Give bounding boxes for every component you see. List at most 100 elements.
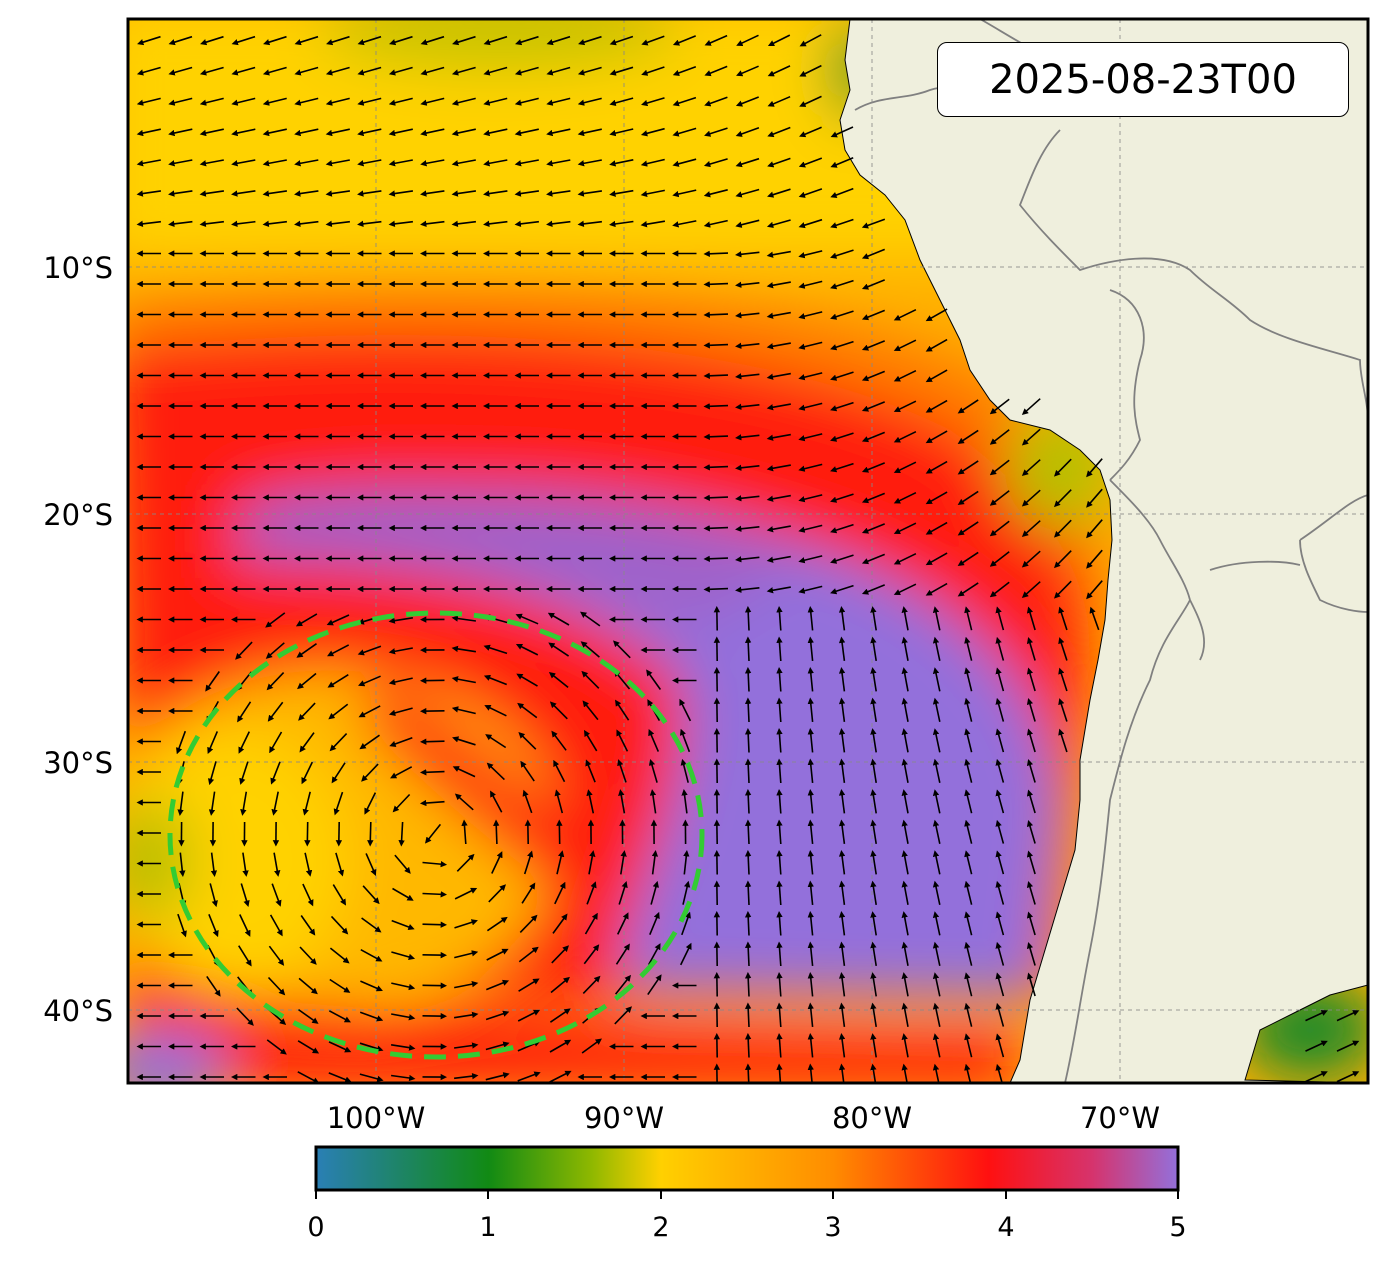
direction-arrow bbox=[294, 220, 319, 228]
direction-arrow bbox=[807, 1033, 814, 1058]
direction-arrow bbox=[239, 914, 251, 937]
direction-arrow bbox=[995, 606, 1005, 631]
direction-arrow bbox=[995, 880, 1005, 905]
direction-arrow bbox=[1086, 458, 1103, 478]
direction-arrow bbox=[483, 220, 508, 228]
direction-arrow bbox=[357, 645, 382, 656]
direction-arrow bbox=[231, 35, 256, 46]
direction-arrow bbox=[613, 640, 631, 659]
direction-arrow bbox=[766, 342, 791, 350]
direction-arrow bbox=[957, 399, 979, 414]
direction-arrow bbox=[893, 583, 917, 596]
direction-arrow bbox=[452, 766, 476, 778]
direction-arrow bbox=[199, 97, 224, 106]
direction-arrow bbox=[328, 1041, 352, 1053]
direction-arrow bbox=[420, 97, 445, 106]
direction-arrow bbox=[520, 760, 535, 782]
direction-arrow bbox=[932, 728, 941, 753]
direction-arrow bbox=[389, 35, 413, 46]
direction-arrow bbox=[1026, 667, 1036, 692]
direction-arrow bbox=[136, 66, 161, 76]
direction-arrow bbox=[735, 464, 760, 471]
direction-arrow bbox=[358, 705, 381, 718]
direction-arrow bbox=[168, 220, 193, 228]
direction-arrow bbox=[357, 97, 382, 106]
direction-arrow bbox=[807, 880, 814, 905]
direction-arrow bbox=[776, 849, 783, 875]
direction-arrow bbox=[388, 617, 414, 624]
direction-arrow bbox=[422, 891, 448, 898]
direction-arrow bbox=[325, 220, 350, 228]
direction-arrow bbox=[776, 666, 783, 692]
direction-arrow bbox=[735, 251, 760, 258]
direction-arrow bbox=[964, 911, 973, 936]
direction-arrow bbox=[1026, 637, 1036, 661]
direction-arrow bbox=[514, 220, 539, 228]
direction-arrow bbox=[964, 606, 973, 631]
direction-arrow bbox=[703, 189, 728, 198]
direction-arrow bbox=[1054, 458, 1072, 477]
direction-arrow bbox=[798, 188, 823, 198]
direction-arrow bbox=[1026, 972, 1036, 997]
direction-arrow bbox=[357, 66, 382, 76]
direction-arrow bbox=[614, 1006, 632, 1025]
direction-arrow bbox=[641, 35, 665, 46]
direction-arrow bbox=[735, 96, 759, 107]
direction-arrow bbox=[483, 644, 508, 655]
direction-arrow bbox=[932, 636, 941, 661]
direction-arrow bbox=[957, 460, 979, 475]
direction-arrow bbox=[932, 819, 941, 844]
direction-arrow bbox=[766, 250, 791, 258]
direction-arrow bbox=[893, 369, 917, 382]
direction-arrow bbox=[614, 974, 632, 995]
direction-arrow bbox=[703, 250, 729, 257]
direction-arrow bbox=[168, 97, 193, 106]
direction-arrow bbox=[517, 1071, 541, 1082]
direction-arrow bbox=[137, 35, 161, 46]
direction-arrow bbox=[554, 881, 566, 905]
direction-arrow bbox=[491, 851, 503, 874]
direction-arrow bbox=[1086, 488, 1103, 508]
direction-arrow bbox=[964, 636, 973, 661]
direction-arrow bbox=[766, 494, 791, 502]
direction-arrow bbox=[577, 220, 602, 228]
timestamp-label: 2025-08-23T00 bbox=[937, 42, 1349, 117]
direction-arrow bbox=[679, 728, 691, 753]
direction-arrow bbox=[798, 250, 823, 259]
direction-arrow bbox=[391, 1013, 416, 1021]
direction-arrow bbox=[735, 219, 760, 228]
direction-arrow bbox=[798, 433, 823, 442]
direction-arrow bbox=[798, 280, 823, 289]
direction-arrow bbox=[957, 521, 979, 536]
direction-arrow bbox=[200, 35, 224, 46]
direction-arrow bbox=[893, 461, 917, 474]
direction-arrow bbox=[766, 372, 791, 380]
direction-arrow bbox=[870, 789, 877, 814]
direction-arrow bbox=[1086, 580, 1103, 600]
direction-arrow bbox=[893, 400, 917, 413]
direction-arrow bbox=[580, 611, 601, 627]
direction-arrow bbox=[199, 66, 224, 76]
direction-arrow bbox=[861, 431, 885, 443]
direction-arrow bbox=[989, 520, 1010, 537]
direction-arrow bbox=[807, 758, 814, 783]
direction-arrow bbox=[419, 738, 445, 745]
direction-arrow bbox=[776, 636, 783, 662]
map-frame bbox=[126, 17, 1370, 1085]
direction-arrow bbox=[267, 976, 286, 996]
direction-arrow bbox=[357, 128, 382, 137]
direction-arrow bbox=[870, 941, 877, 967]
direction-arrow bbox=[861, 370, 885, 382]
direction-arrow bbox=[297, 1040, 320, 1054]
direction-arrow bbox=[553, 759, 566, 783]
direction-arrow bbox=[1021, 581, 1041, 599]
direction-arrow bbox=[583, 944, 600, 965]
direction-arrow bbox=[650, 880, 659, 905]
direction-arrow bbox=[454, 980, 479, 989]
direction-arrow bbox=[964, 728, 973, 753]
direction-arrow bbox=[451, 128, 476, 137]
direction-arrow bbox=[1054, 489, 1072, 508]
direction-arrow bbox=[838, 728, 846, 753]
direction-arrow bbox=[609, 97, 634, 106]
